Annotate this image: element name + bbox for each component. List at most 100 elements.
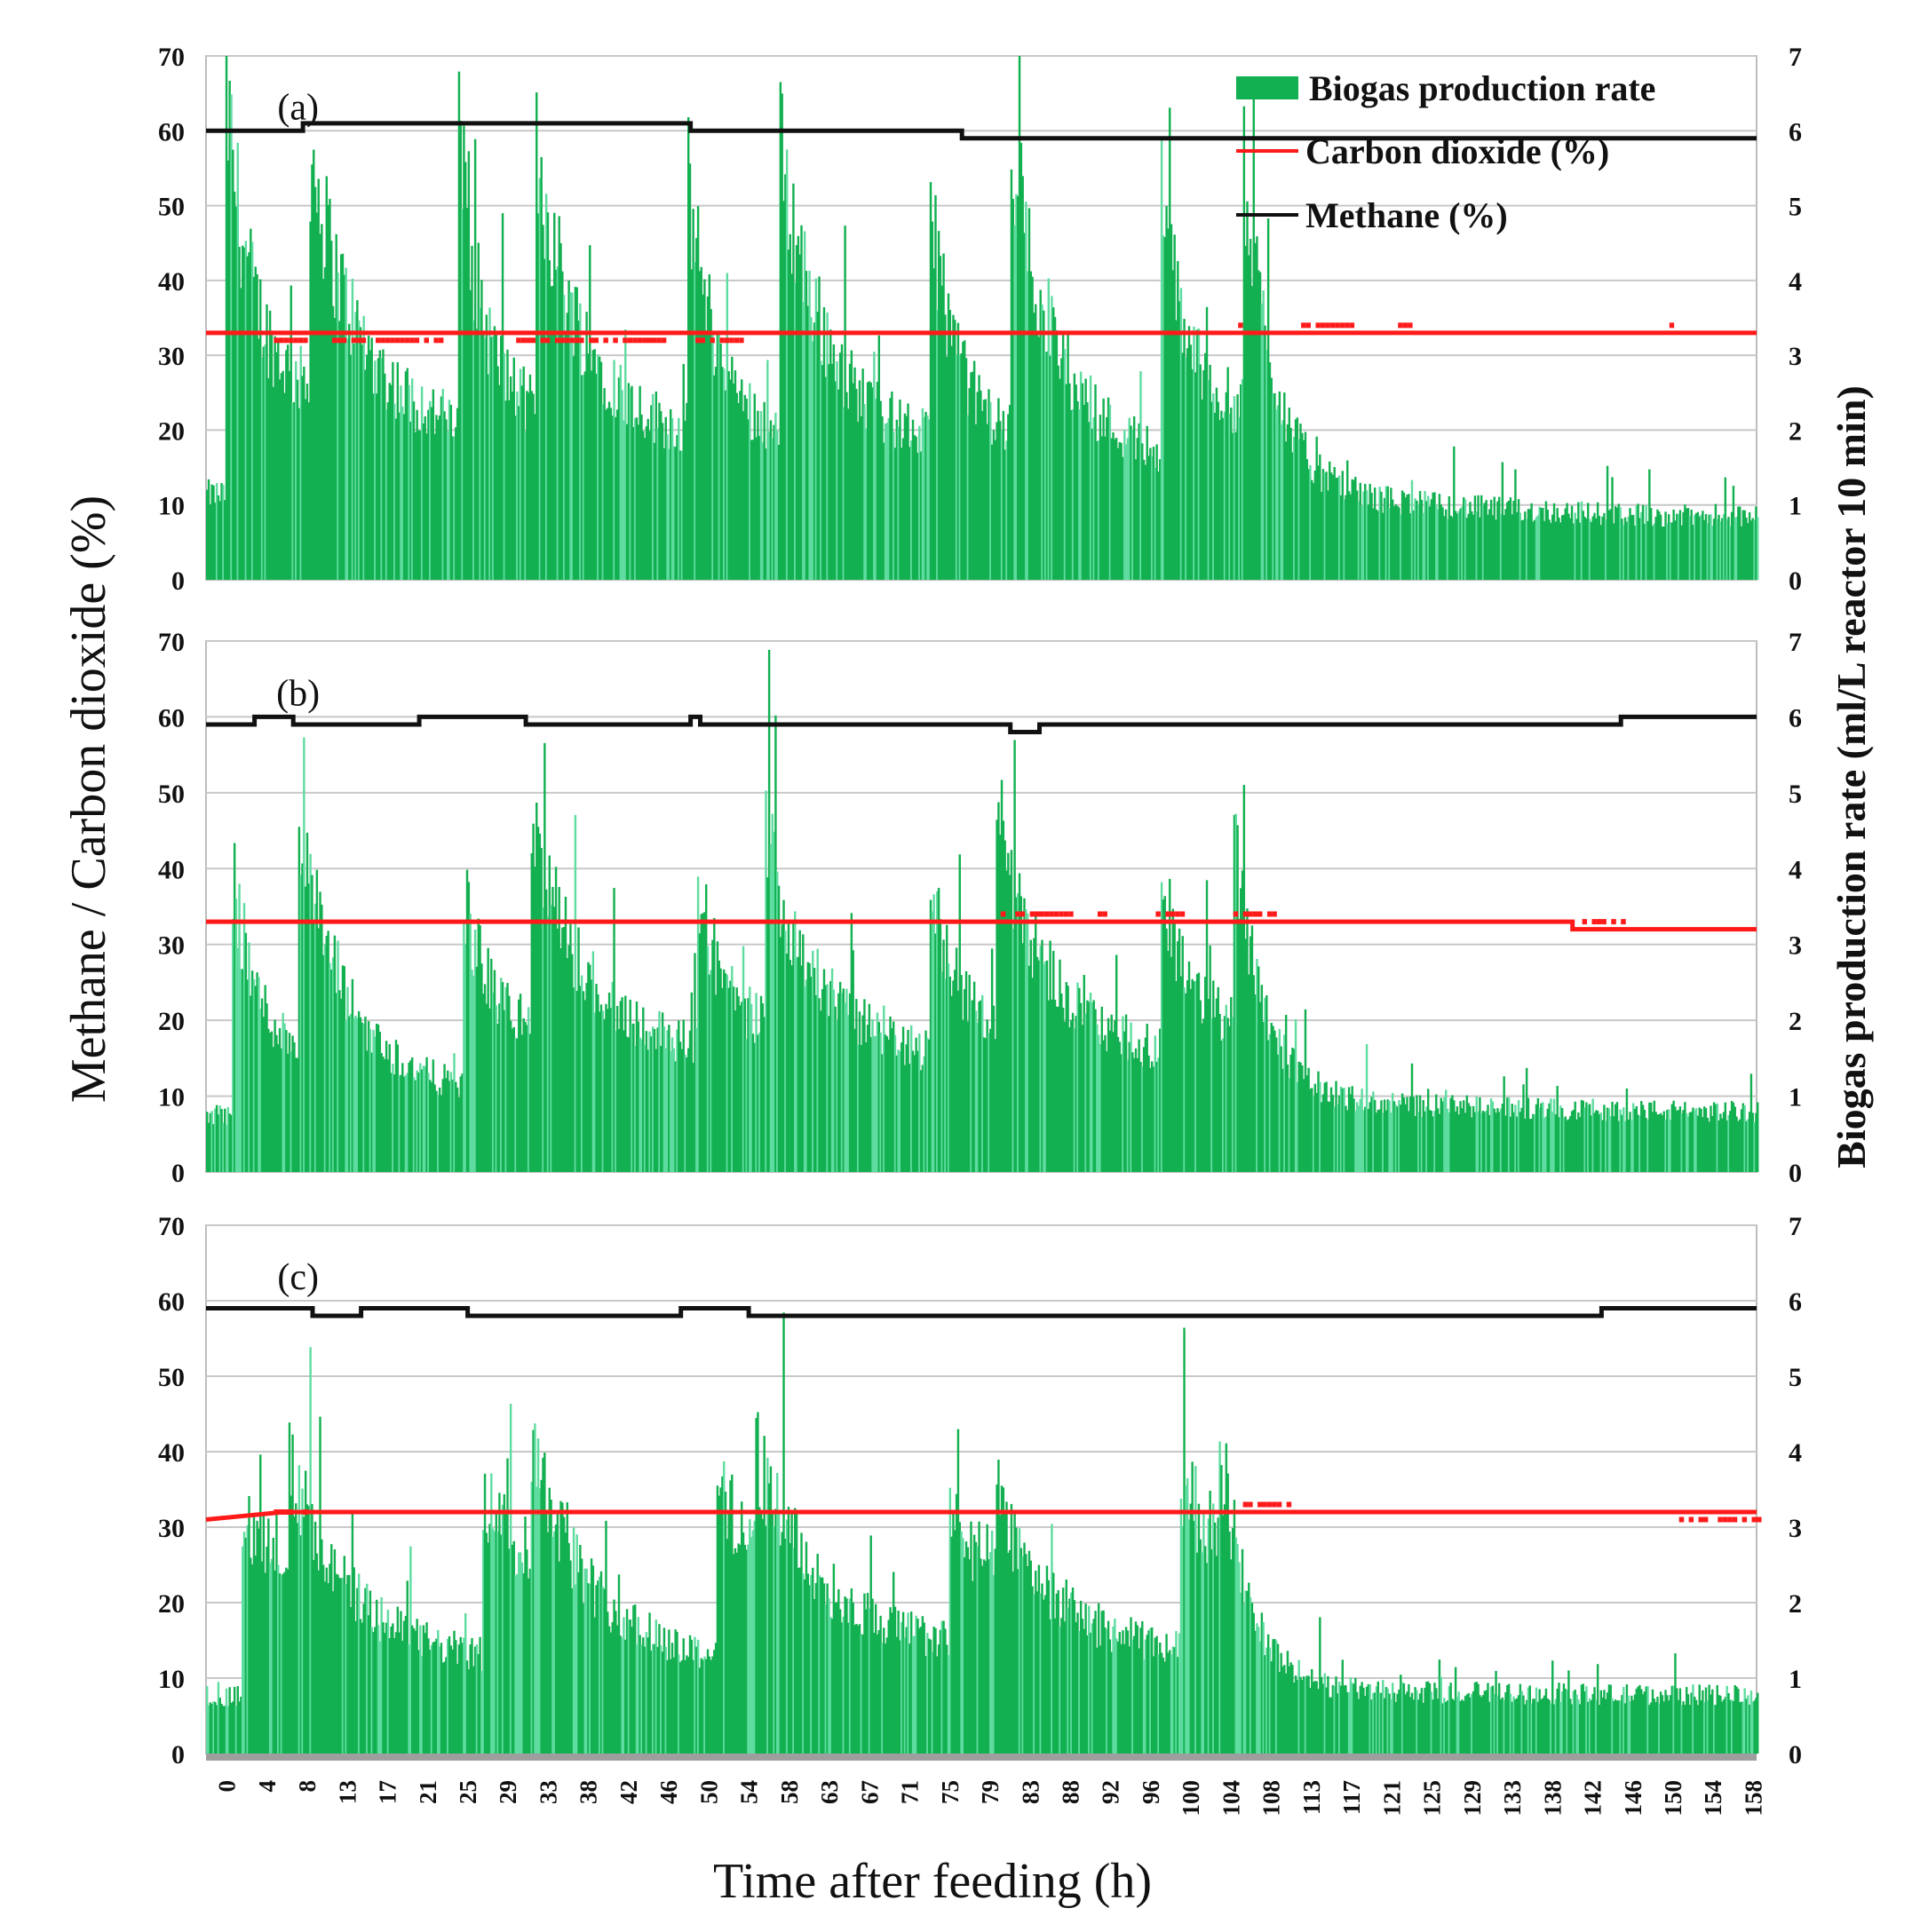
biogas-bar [1623,517,1627,580]
biogas-bar [1264,1655,1266,1754]
biogas-bar [1745,1120,1748,1172]
biogas-bar [295,1503,298,1754]
biogas-bar [899,400,901,580]
biogas-bar [1436,1698,1440,1754]
biogas-bar [591,350,595,580]
biogas-bar [1281,1068,1284,1172]
biogas-bar [1532,1113,1535,1172]
biogas-bar [1414,1687,1416,1754]
biogas-bar [367,1021,370,1172]
biogas-bar [1299,424,1302,580]
biogas-bar [1449,1097,1452,1172]
biogas-bar [409,421,412,580]
biogas-bar [642,1007,645,1172]
biogas-bar [1569,1698,1572,1754]
biogas-bar [643,1646,647,1754]
biogas-bar [1205,306,1209,580]
biogas-bar [508,1548,511,1754]
biogas-bar [1264,997,1266,1172]
biogas-bar [1291,1665,1294,1754]
biogas-bar [1400,1093,1404,1172]
biogas-bar [1704,1687,1708,1754]
biogas-bar [401,1641,404,1754]
biogas-bar [1086,1635,1089,1754]
biogas-bar [388,383,391,580]
biogas-bar [307,402,310,580]
biogas-bar [293,1516,296,1754]
biogas-bar [1570,1111,1574,1172]
biogas-bar [834,1006,837,1172]
biogas-bar [388,1638,391,1754]
biogas-bar [485,1003,488,1172]
biogas-bar [1354,1677,1357,1754]
biogas-bar [1630,1695,1633,1754]
biogas-bar [315,212,319,580]
biogas-bar [842,988,845,1172]
biogas-bar [313,149,315,581]
biogas-bar [952,980,955,1172]
biogas-bar [1472,1690,1475,1754]
biogas-bar [813,322,816,580]
biogas-bar [218,501,221,580]
biogas-bar [305,384,309,580]
biogas-bar [698,1667,702,1754]
biogas-bar [624,995,627,1172]
biogas-bar [838,352,842,580]
biogas-bar [1412,1097,1416,1172]
biogas-bar [1394,1702,1398,1754]
biogas-bar [264,344,266,580]
biogas-bar [1467,1103,1470,1172]
biogas-bar [714,367,718,580]
biogas-bar [242,903,246,1172]
biogas-bar [236,947,239,1172]
biogas-bar [1426,1089,1430,1172]
biogas-bar [1060,1618,1063,1754]
biogas-bar [964,970,968,1172]
biogas-bar [1649,1702,1653,1754]
biogas-bar [495,332,497,580]
biogas-bar [1493,1108,1496,1172]
biogas-bar [1598,1113,1601,1172]
biogas-bar [215,483,218,580]
biogas-bar [1238,416,1241,580]
biogas-bar [1060,358,1063,580]
biogas-bar [1583,1690,1586,1754]
biogas-bar [457,1097,461,1172]
biogas-bar [900,1621,903,1754]
biogas-bar [1258,966,1260,1172]
biogas-bar [732,986,735,1172]
biogas-bar [1483,503,1487,580]
biogas-bar [945,924,948,1172]
biogas-bar [212,1124,215,1172]
biogas-bar [1623,1120,1627,1172]
biogas-bar [688,1635,692,1754]
biogas-bar [633,1604,637,1754]
biogas-bar [1223,1504,1226,1754]
biogas-bar [1146,425,1148,580]
biogas-bar [487,947,489,1172]
biogas-bar [362,1603,365,1754]
biogas-bar [1504,1691,1507,1754]
biogas-bar [981,410,984,580]
biogas-bar [1346,460,1349,580]
biogas-bar [301,1488,304,1754]
biogas-bar [1122,456,1124,580]
biogas-bar [721,367,724,580]
biogas-bar [446,1638,449,1754]
biogas-bar [1567,1119,1570,1172]
biogas-bar [802,302,805,580]
biogas-bar [1609,1684,1612,1754]
biogas-bar [718,1495,720,1754]
biogas-bar [1438,494,1441,580]
biogas-bar [538,178,542,580]
biogas-bar [822,1583,826,1754]
biogas-bar [267,1518,270,1754]
biogas-bar [1552,1098,1556,1172]
biogas-bar [810,1574,813,1754]
biogas-bar [1236,394,1239,580]
biogas-bar [367,335,370,580]
biogas-bar [1472,1105,1475,1172]
biogas-bar [215,1105,218,1172]
biogas-bar [1558,1683,1560,1754]
biogas-bar [1575,1119,1578,1172]
